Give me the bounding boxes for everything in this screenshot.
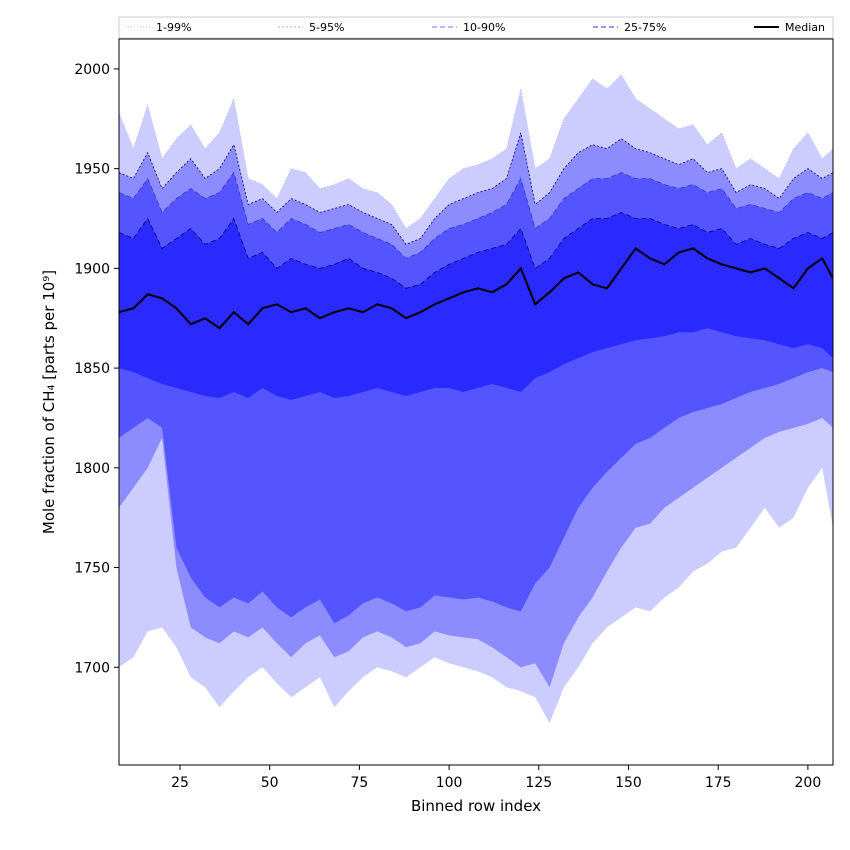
band-1-99-upper-line <box>119 74 833 230</box>
y-tick-label: 2000 <box>74 62 110 78</box>
legend-box <box>118 16 834 39</box>
y-tick-label: 1950 <box>74 162 110 178</box>
y-tick-label: 1700 <box>74 660 110 676</box>
median-line <box>119 247 833 330</box>
plot-area <box>119 74 833 724</box>
x-axis-label: Binned row index <box>411 797 541 815</box>
plot-frame <box>118 38 834 766</box>
legend-label: Median <box>785 21 825 34</box>
x-tick-label: 150 <box>615 775 642 791</box>
x-tick-label: 175 <box>705 775 732 791</box>
band-10-90-upper-line <box>119 171 833 259</box>
x-tick-label: 25 <box>171 775 189 791</box>
y-tick-label: 1850 <box>74 361 110 377</box>
y-tick-label: 1800 <box>74 461 110 477</box>
x-tick-label: 200 <box>795 775 822 791</box>
y-tick-label: 1750 <box>74 561 110 577</box>
x-tick-label: 125 <box>525 775 552 791</box>
legend: 1-99% 5-95% 10-90% 25-75% Median <box>118 16 834 39</box>
axes: 25 50 75 100 125 150 175 200 1700 1750 1800 1850 190… <box>74 38 834 791</box>
legend-label: 5-95% <box>309 21 344 34</box>
x-tick-label: 100 <box>436 775 463 791</box>
band-25-75-upper-line <box>119 212 833 289</box>
legend-label: 1-99% <box>156 21 191 34</box>
y-tick-label: 1900 <box>74 261 110 277</box>
x-tick-label: 50 <box>261 775 279 791</box>
y-axis-label: Mole fraction of CH₄ [parts per 10⁹] <box>40 270 58 534</box>
legend-label: 25-75% <box>624 21 666 34</box>
legend-label: 10-90% <box>463 21 505 34</box>
band-5-95-upper-line <box>119 132 833 245</box>
x-tick-label: 75 <box>350 775 368 791</box>
